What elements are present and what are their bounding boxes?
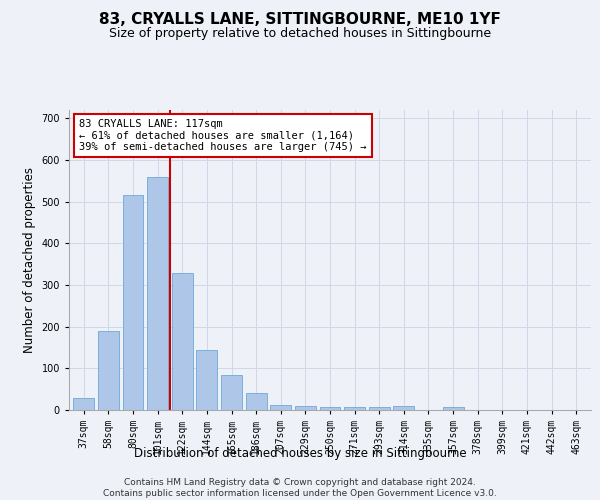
Bar <box>245 394 266 410</box>
Bar <box>270 405 291 410</box>
Bar <box>147 176 168 410</box>
Y-axis label: Number of detached properties: Number of detached properties <box>23 167 36 353</box>
Text: Size of property relative to detached houses in Sittingbourne: Size of property relative to detached ho… <box>109 28 491 40</box>
Bar <box>320 406 340 410</box>
Text: Distribution of detached houses by size in Sittingbourne: Distribution of detached houses by size … <box>134 448 466 460</box>
Bar <box>295 406 316 410</box>
Bar <box>196 350 217 410</box>
Bar <box>344 406 365 410</box>
Bar <box>443 407 464 410</box>
Bar <box>73 398 94 410</box>
Bar <box>221 374 242 410</box>
Text: Contains HM Land Registry data © Crown copyright and database right 2024.
Contai: Contains HM Land Registry data © Crown c… <box>103 478 497 498</box>
Bar <box>98 331 119 410</box>
Bar <box>122 196 143 410</box>
Text: 83 CRYALLS LANE: 117sqm
← 61% of detached houses are smaller (1,164)
39% of semi: 83 CRYALLS LANE: 117sqm ← 61% of detache… <box>79 119 367 152</box>
Bar <box>394 406 415 410</box>
Bar <box>369 406 390 410</box>
Text: 83, CRYALLS LANE, SITTINGBOURNE, ME10 1YF: 83, CRYALLS LANE, SITTINGBOURNE, ME10 1Y… <box>99 12 501 28</box>
Bar <box>172 272 193 410</box>
